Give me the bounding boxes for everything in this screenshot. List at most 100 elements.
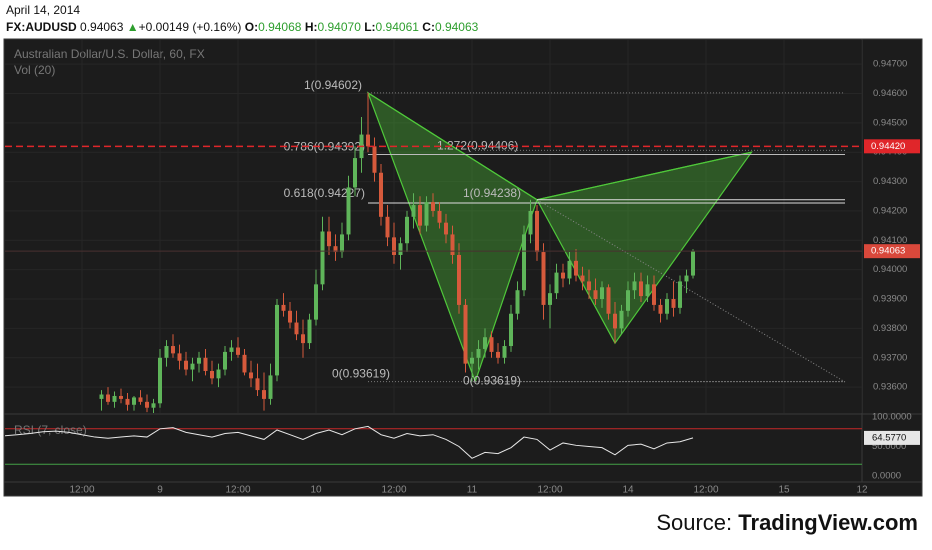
candle-body [294, 322, 299, 335]
candle-body [236, 347, 240, 355]
candle-body [372, 146, 377, 173]
candle-body [385, 216, 390, 238]
candle-body [678, 281, 682, 308]
source-prefix: Source: [656, 510, 733, 535]
x-tick-label: 12 [856, 485, 868, 496]
candle-body [645, 284, 650, 297]
candle-body [229, 347, 234, 352]
candle-body [418, 205, 422, 226]
candle-body [314, 284, 318, 320]
candle-body [593, 290, 598, 300]
candle-body [496, 351, 500, 358]
candle-body [684, 275, 689, 282]
candle-body [203, 357, 208, 372]
candle-body [671, 299, 676, 308]
candle-body [626, 290, 630, 311]
rsi-pane: RSI (7, close) [5, 423, 862, 465]
candle-body [463, 304, 468, 364]
y-tick-label: 0.94100 [873, 235, 907, 246]
candle-body [132, 397, 136, 405]
candle-body [164, 346, 169, 358]
y-tick-label: 100.0000 [872, 412, 912, 423]
candle-body [340, 234, 344, 253]
fib-label: 0(0.93619) [332, 367, 390, 381]
candle-body [509, 313, 513, 347]
ohlc-value: 0.94068 [258, 20, 302, 34]
candle-body [106, 394, 110, 402]
candle-body [145, 401, 149, 408]
candle-body [320, 231, 325, 285]
candle-body [379, 172, 383, 217]
candle-body [125, 398, 130, 405]
y-tick-label: 0.94300 [873, 176, 907, 187]
rsi-last-box [864, 430, 920, 445]
fib-label: 1(0.94602) [304, 78, 362, 92]
candle-body [639, 281, 643, 297]
candle-body [691, 251, 695, 276]
candle-body [327, 231, 331, 247]
candle-body [307, 319, 312, 344]
x-tick-label: 11 [467, 485, 478, 496]
y-tick-label: 0.93900 [873, 294, 907, 305]
candle-body [457, 254, 461, 305]
x-tick-label: 12:00 [225, 485, 250, 496]
candle-body [476, 348, 481, 358]
y-tick-label: 0.0000 [872, 471, 901, 482]
alert-label-box [864, 139, 920, 154]
up-arrow: ▲ [126, 20, 139, 34]
candle-body [210, 371, 214, 379]
fib-label: 1(0.94238) [463, 186, 521, 200]
fib-label: 1.272(0.94406) [437, 139, 518, 153]
y-tick-label: 0.93800 [873, 323, 907, 334]
candle-body [223, 351, 227, 370]
quote-line: FX:AUDUSD 0.94063 ▲+0.00149 (+0.16%) O:0… [6, 19, 478, 36]
candle-body [632, 281, 637, 291]
axes: 0.947000.946000.945000.944000.943000.942… [69, 59, 920, 496]
candle-body [665, 299, 669, 314]
source: Source: TradingView.com [656, 510, 918, 536]
x-tick-label: 14 [622, 485, 634, 496]
candle-body [606, 287, 611, 314]
chart-subtitle: Vol (20) [14, 63, 55, 77]
candle-body [184, 360, 188, 370]
candle-body [392, 237, 396, 255]
candle-body [437, 210, 442, 223]
candle-body [411, 205, 416, 217]
candle-body [99, 394, 104, 399]
candle-body [658, 304, 663, 314]
rsi-last-label: 64.5770 [872, 432, 906, 443]
candle-body [262, 390, 266, 399]
ohlc-value: 0.94061 [375, 20, 419, 34]
candle-body [281, 304, 286, 311]
candle-body [353, 158, 357, 188]
y-tick-label: 0.93700 [873, 352, 907, 363]
candle-body [554, 272, 559, 294]
candle-body [515, 290, 520, 314]
candle-body [255, 378, 260, 391]
candle-body [561, 272, 565, 279]
candle-body [268, 375, 273, 399]
candle-body [450, 234, 455, 255]
panel [3, 38, 923, 497]
candle-body [151, 403, 156, 408]
x-tick-label: 15 [778, 485, 790, 496]
x-tick-label: 10 [310, 485, 322, 496]
candle-body [405, 216, 409, 244]
last-price: 0.94063 [80, 20, 124, 34]
rsi-line [5, 425, 694, 459]
candle-body [470, 357, 474, 364]
change: +0.00149 (+0.16%) [138, 20, 242, 34]
x-tick-label: 12:00 [693, 485, 718, 496]
candle-body [580, 275, 585, 282]
y-tick-label: 0.94200 [873, 205, 907, 216]
header: April 14, 2014 FX:AUDUSD 0.94063 ▲+0.001… [6, 2, 478, 36]
ohlc-value: 0.94070 [317, 20, 361, 34]
date: April 14, 2014 [6, 3, 81, 17]
candle-body [275, 304, 279, 376]
y-tick-label: 0.94700 [873, 59, 907, 70]
last-price-box [864, 244, 920, 259]
candle-body [502, 346, 507, 358]
candle-body [652, 284, 656, 305]
candle-body [489, 337, 494, 352]
y-tick-label: 50.0000 [872, 441, 906, 452]
